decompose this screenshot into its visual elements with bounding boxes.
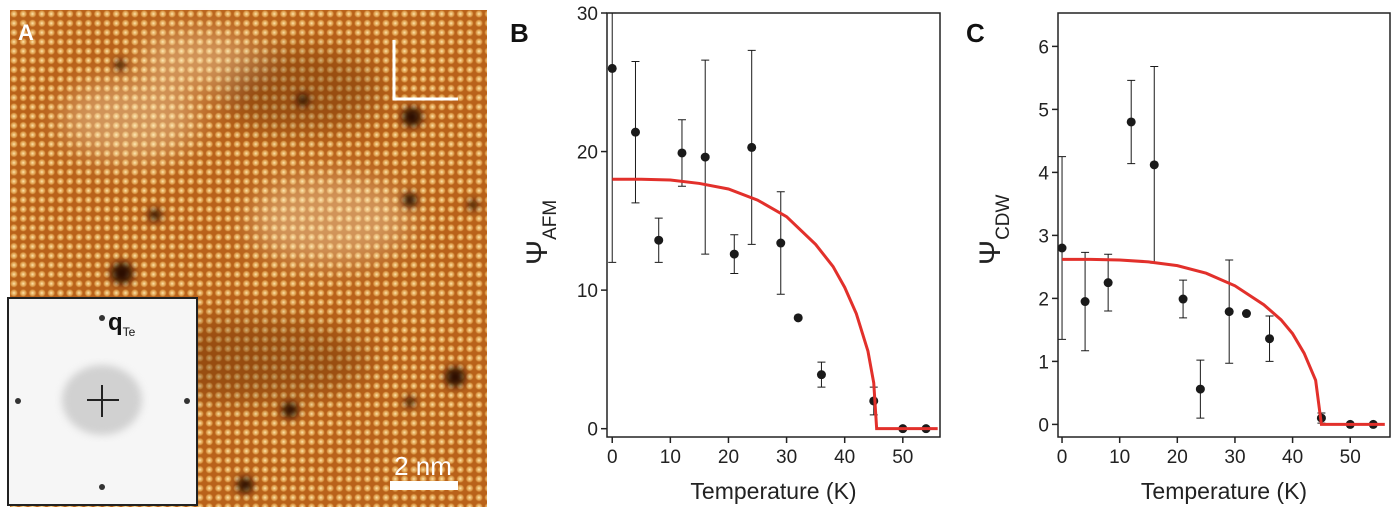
y-axis-symbol: Ψ — [521, 240, 554, 265]
x-tick-label: 0 — [607, 447, 618, 468]
data-point — [1241, 309, 1251, 319]
y-tick-label: 6 — [1038, 37, 1049, 58]
panel-label: B — [510, 18, 529, 48]
plot-frame — [1057, 12, 1391, 438]
fit-line — [612, 177, 938, 431]
y-tick-label: 10 — [577, 281, 598, 302]
data-point — [747, 142, 757, 152]
data-point — [1178, 294, 1188, 304]
inset-q: q — [108, 309, 123, 336]
data-point — [700, 152, 710, 162]
y-axis-subscript: CDW — [993, 194, 1014, 239]
data-point — [1265, 334, 1275, 344]
y-tick-label: 4 — [1038, 163, 1049, 184]
y-axis-symbol: Ψ — [974, 240, 1007, 265]
chart: 0 10 20 30 40 50 0 1 2 3 4 5 6 Temperature (K) ΨCDW C — [966, 12, 1391, 504]
axis-indicator — [392, 40, 458, 101]
plot-frame — [606, 12, 941, 438]
y-axis-subscript: AFM — [540, 200, 561, 240]
data-point — [1080, 297, 1090, 307]
data-point — [816, 370, 826, 380]
y-tick-label: 2 — [1038, 289, 1049, 310]
x-tick-label: 30 — [776, 447, 797, 468]
data-point — [1224, 307, 1234, 317]
x-tick-label: 40 — [834, 447, 855, 468]
x-axis-label: Temperature (K) — [1141, 478, 1307, 504]
y-tick-label: 0 — [1038, 415, 1049, 436]
data-point — [729, 249, 739, 259]
data-point — [1057, 243, 1067, 253]
panel-label: A — [18, 20, 34, 45]
scale-bar-label: 2 nm — [394, 451, 452, 481]
inset-subscript: Te — [123, 325, 136, 339]
stm-image: A 2 nm qTe — [7, 10, 487, 507]
chart: 0 10 20 30 40 50 0 10 20 30 Temperature (K) ΨAFM B — [510, 4, 941, 504]
x-tick-label: 0 — [1057, 447, 1068, 468]
data-point — [1149, 160, 1159, 170]
x-tick-label: 20 — [1167, 447, 1188, 468]
data-point — [1126, 117, 1136, 127]
data-point — [1103, 278, 1113, 288]
x-tick-label: 10 — [660, 447, 681, 468]
scale-bar — [390, 481, 458, 490]
panel-label: C — [966, 18, 985, 48]
x-tick-label: 50 — [1340, 447, 1361, 468]
fft-inset: qTe — [7, 297, 198, 506]
data-point — [630, 127, 640, 137]
error-bar — [608, 12, 617, 263]
x-tick-label: 20 — [718, 447, 739, 468]
inset-label: qTe — [108, 309, 136, 339]
stm-defects — [111, 60, 478, 493]
y-tick-label: 0 — [587, 420, 598, 441]
fit-line — [1062, 257, 1385, 426]
x-tick-label: 10 — [1109, 447, 1130, 468]
y-tick-label: 3 — [1038, 226, 1049, 247]
y-tick-label: 30 — [577, 4, 598, 25]
data-point — [1195, 384, 1205, 394]
x-tick-label: 40 — [1282, 447, 1303, 468]
y-axis-label: ΨCDW — [974, 194, 1014, 265]
data-point — [654, 235, 664, 245]
x-tick-label: 50 — [892, 447, 913, 468]
data-point — [607, 63, 617, 73]
y-axis-label: ΨAFM — [521, 200, 561, 265]
data-point — [677, 148, 687, 158]
y-tick-label: 5 — [1038, 100, 1049, 121]
data-point — [793, 313, 803, 323]
y-tick-label: 20 — [577, 143, 598, 164]
x-tick-label: 30 — [1224, 447, 1245, 468]
data-point — [776, 238, 786, 248]
y-tick-label: 1 — [1038, 352, 1049, 373]
x-axis-label: Temperature (K) — [690, 478, 856, 504]
